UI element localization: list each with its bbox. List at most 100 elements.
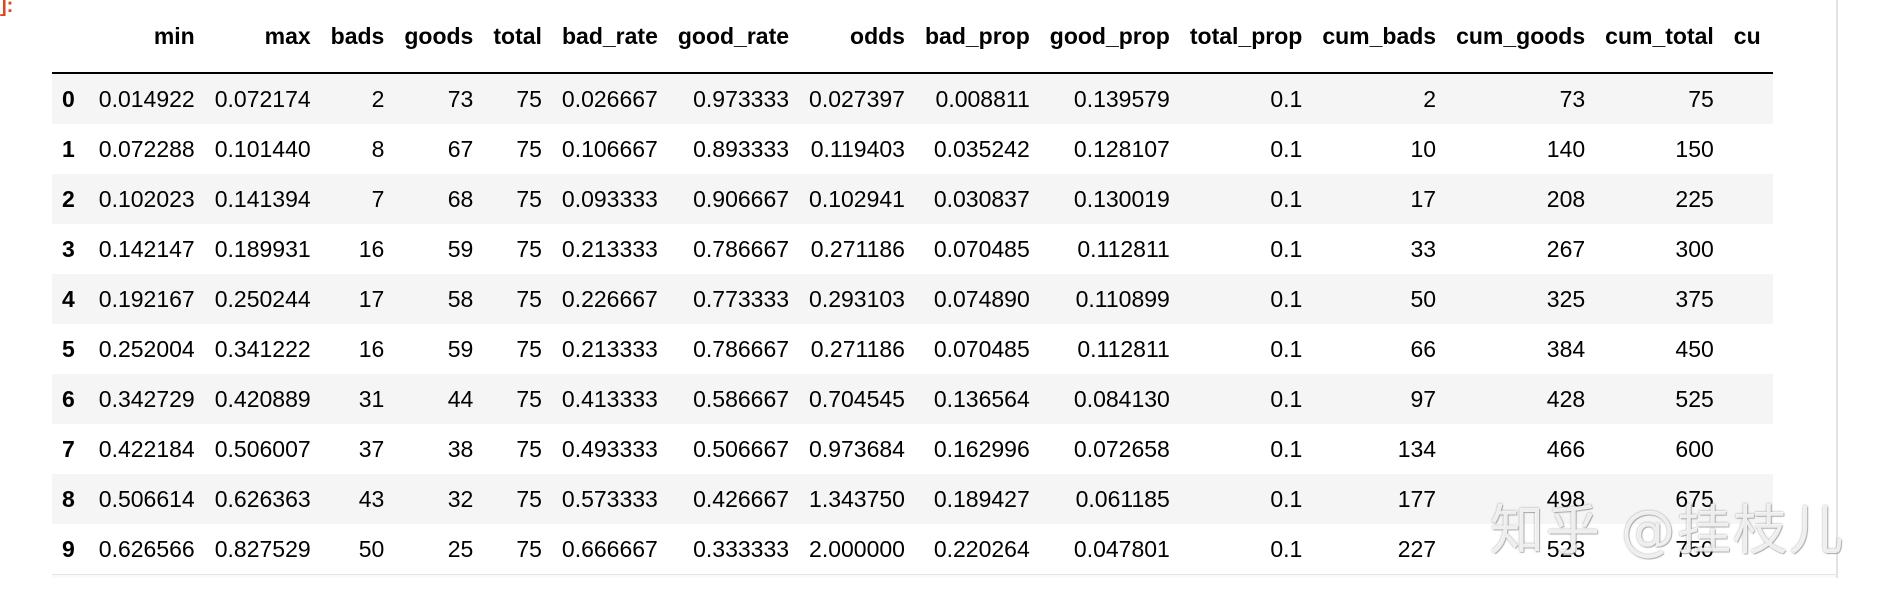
row-index: 2: [62, 185, 75, 212]
table-cell: 300: [1675, 235, 1714, 262]
table-cell: 0.102023: [98, 185, 195, 212]
table-cell: 17: [358, 285, 385, 312]
table-cell: 0.030837: [933, 185, 1030, 212]
row-index: 0: [62, 85, 75, 112]
table-cell: 0.1: [1270, 485, 1303, 512]
table-cell: 0.1: [1270, 285, 1303, 312]
table-cell: 0.1: [1270, 435, 1303, 462]
table-cell: 0.101440: [214, 135, 311, 162]
table-cell: 0.422184: [98, 435, 195, 462]
table-cell: 0.1: [1270, 135, 1303, 162]
table-cell: 0.420889: [214, 385, 311, 412]
table-cell: 0.426667: [693, 485, 790, 512]
table-cell: 0.786667: [693, 235, 790, 262]
table-cell: 58: [447, 285, 474, 312]
table-cell: 0.136564: [933, 385, 1030, 412]
table-cell: 75: [516, 135, 542, 162]
table-cell: 0.112811: [1077, 235, 1170, 262]
table-cell: 2: [1423, 85, 1437, 112]
table-cell: 225: [1675, 185, 1714, 212]
table-cell: 0.1: [1270, 535, 1303, 561]
table-cell: 0.026667: [561, 85, 658, 112]
table-cell: 0.1: [1270, 85, 1303, 112]
table-cell: [1726, 374, 1773, 424]
table-cell: [1726, 424, 1773, 474]
table-cell: 0.072174: [214, 85, 311, 112]
table-cell: 0.130019: [1073, 185, 1170, 212]
column-header: cu: [1725, 0, 1773, 74]
table-row: 5 0.252004 0.341222 16 59 75 0.213333 0.786667 0…: [52, 324, 1773, 374]
table-cell: 0.061185: [1075, 485, 1170, 512]
table-cell: 0.070485: [933, 235, 1030, 262]
table-cell: 75: [516, 385, 542, 412]
table-cell: 0.226667: [561, 285, 658, 312]
table-cell: 0.142147: [98, 235, 195, 262]
table-cell: 0.704545: [809, 385, 905, 412]
table-cell: 43: [358, 485, 385, 512]
table-cell: 32: [447, 485, 474, 512]
table-body: 0 0.014922 0.072174 2 73 75 0.026667 0.973333 0.…: [52, 73, 1773, 560]
table-cell: 8: [371, 135, 385, 162]
table-cell: 50: [358, 535, 385, 561]
table-cell: 67: [447, 135, 474, 162]
table-cell: 97: [1410, 385, 1437, 412]
table-cell: 750: [1675, 535, 1714, 561]
table-cell: 75: [516, 485, 542, 512]
table-cell: 0.093333: [561, 185, 658, 212]
table-cell: 0.189931: [214, 235, 311, 262]
column-header: cum_goods: [1448, 0, 1598, 74]
table-cell: 16: [358, 335, 385, 362]
table-row: 0 0.014922 0.072174 2 73 75 0.026667 0.973333 0.…: [52, 73, 1773, 124]
table-cell: [1726, 124, 1773, 174]
table-cell: 466: [1546, 435, 1586, 462]
table-row: 8 0.506614 0.626363 43 32 75 0.573333 0.426667 1…: [52, 474, 1773, 524]
table-cell: 0.047801: [1073, 535, 1170, 561]
table-cell: [1726, 474, 1773, 524]
output-right-border: [1836, 0, 1838, 578]
table-cell: 150: [1675, 135, 1714, 162]
table-cell: 33: [1410, 235, 1437, 262]
table-cell: 59: [447, 335, 474, 362]
table-cell: [1726, 224, 1773, 274]
table-cell: 0.112811: [1077, 335, 1170, 362]
table-cell: 0.008811: [935, 85, 1030, 112]
table-cell: 0.973684: [809, 435, 905, 462]
table-cell: 75: [516, 285, 542, 312]
dataframe-output: min max bads goods total bad_rate good_rate odd…: [52, 0, 1836, 578]
table-cell: 0.906667: [693, 185, 790, 212]
table-cell: 75: [516, 185, 542, 212]
table-cell: 0.220264: [933, 535, 1030, 561]
table-cell: 0.506007: [214, 435, 311, 462]
table-cell: 0.252004: [98, 335, 195, 362]
table-cell: 0.035242: [933, 135, 1030, 162]
table-cell: 450: [1675, 335, 1714, 362]
table-cell: 0.072288: [98, 135, 195, 162]
table-cell: 0.333333: [693, 535, 790, 561]
table-cell: 525: [1675, 385, 1714, 412]
table-cell: 31: [358, 385, 385, 412]
table-cell: 0.342729: [98, 385, 195, 412]
table-cell: 0.106667: [561, 135, 658, 162]
table-cell: 0.893333: [693, 135, 790, 162]
table-cell: 0.493333: [561, 435, 658, 462]
table-cell: 428: [1546, 385, 1586, 412]
table-cell: 384: [1546, 335, 1586, 362]
output-prompt-marker: ]:: [0, 0, 14, 17]
table-cell: 75: [516, 535, 542, 561]
column-header: max: [206, 0, 323, 74]
table-cell: 0.084130: [1073, 385, 1170, 412]
table-cell: 267: [1546, 235, 1586, 262]
table-cell: 75: [516, 85, 542, 112]
table-cell: 0.413333: [561, 385, 658, 412]
table-cell: 16: [358, 235, 385, 262]
table-cell: 0.070485: [933, 335, 1030, 362]
table-cell: 134: [1397, 435, 1437, 462]
row-index: 8: [62, 485, 75, 512]
table-cell: 75: [516, 435, 542, 462]
table-cell: 0.119403: [810, 135, 905, 162]
table-cell: 17: [1410, 185, 1437, 212]
column-header: min: [90, 0, 207, 74]
table-cell: 0.1: [1270, 335, 1303, 362]
horizontal-scrollbar[interactable]: [52, 574, 1836, 578]
table-cell: 0.271186: [810, 335, 905, 362]
